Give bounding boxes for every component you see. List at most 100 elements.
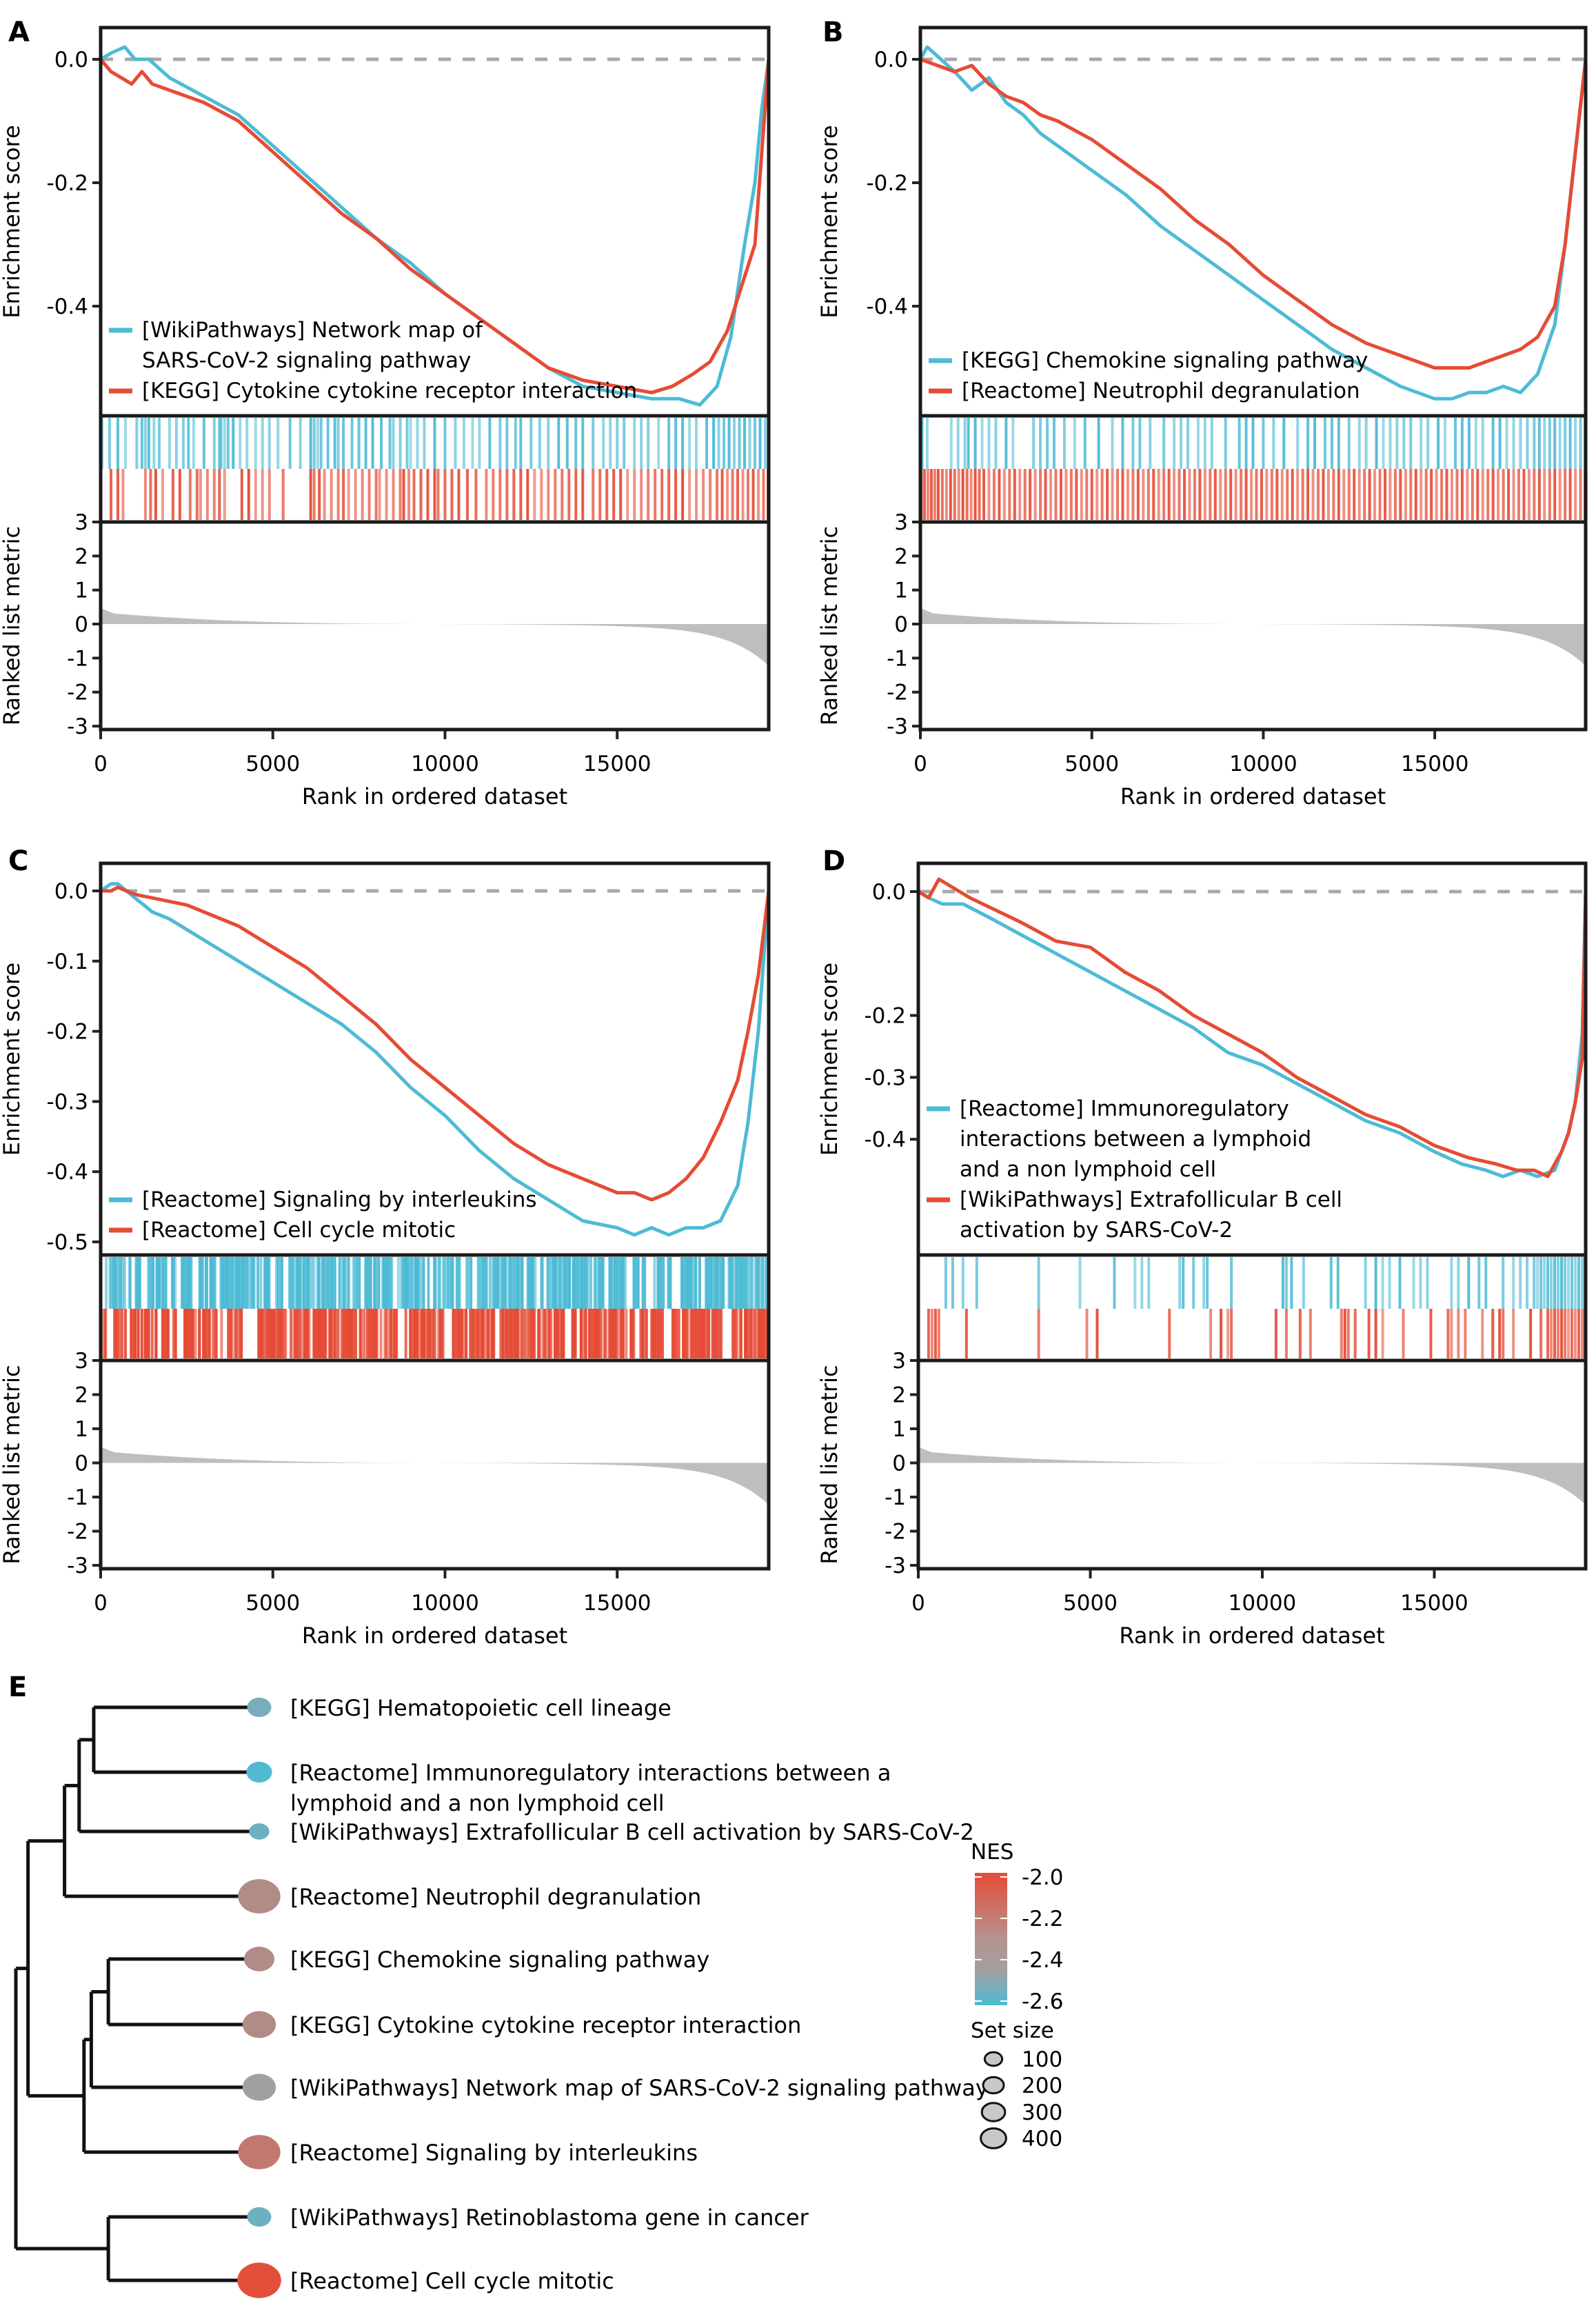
es-ytick-label: -0.2	[865, 1004, 907, 1029]
ranked-metric-area	[920, 607, 1586, 666]
metric-ytick-label: 0	[892, 1452, 906, 1476]
es-ytick-label: 0.0	[54, 48, 88, 72]
leaf-label: lymphoid and a non lymphoid cell	[290, 1790, 665, 1816]
size-legend-circle	[980, 2102, 1007, 2122]
xtick-label: 5000	[1063, 1591, 1118, 1616]
metric-ytick-label: -1	[67, 646, 88, 671]
metric-ytick-label: 1	[894, 579, 908, 603]
xtick-label: 5000	[1064, 752, 1119, 776]
nes-tick-label: -2.6	[1022, 1989, 1064, 2014]
size-legend-label: 200	[1022, 2073, 1062, 2098]
leaf-node-dot	[242, 2073, 276, 2101]
ranked-metric-area	[918, 1447, 1586, 1505]
leaf-label: [KEGG] Hematopoietic cell lineage	[290, 1695, 671, 1721]
metric-ytick-label: 0	[894, 612, 908, 637]
leaf-label: [Reactome] Neutrophil degranulation	[290, 1884, 701, 1910]
x-axis-title: Rank in ordered dataset	[302, 1623, 567, 1649]
leaf-label: [Reactome] Cell cycle mitotic	[290, 2268, 614, 2294]
metric-axis-title: Ranked list metric	[0, 526, 25, 725]
legend-entry: interactions between a lymphoid	[960, 1127, 1311, 1152]
es-ytick-label: 0.0	[872, 880, 906, 905]
metric-ytick-label: 3	[892, 1349, 906, 1374]
es-ytick-label: -0.4	[865, 1127, 907, 1152]
size-legend-title: Set size	[971, 2018, 1054, 2043]
x-axis-title: Rank in ordered dataset	[1119, 1623, 1384, 1649]
leaf-node-dot	[242, 2011, 276, 2038]
es-ytick-label: 0.0	[54, 879, 88, 904]
leaf-node-dot	[243, 1947, 275, 1971]
leaf-label: [Reactome] Signaling by interleukins	[290, 2140, 698, 2166]
metric-ytick-label: 2	[74, 544, 88, 569]
panel-label-e: E	[8, 1671, 27, 1703]
leaf-label: [Reactome] Immunoregulatory interactions…	[290, 1760, 891, 1786]
es-axis-title: Enrichment score	[0, 963, 25, 1156]
metric-axis-title: Ranked list metric	[816, 1365, 842, 1564]
metric-ytick-label: -3	[67, 1554, 88, 1578]
xtick-label: 0	[913, 752, 927, 776]
legend-entry: activation by SARS-CoV-2	[960, 1218, 1233, 1243]
xtick-label: 15000	[583, 1591, 651, 1616]
metric-ytick-label: 0	[74, 1452, 88, 1476]
metric-ytick-label: -3	[885, 1554, 906, 1578]
es-ytick-label: -0.4	[47, 1160, 89, 1185]
xtick-label: 0	[911, 1591, 925, 1616]
es-axis-title: Enrichment score	[816, 125, 842, 318]
gsea-panel-d: [Reactome] Immunoregulatory interactions …	[816, 861, 1588, 1649]
ranked-metric-area	[101, 607, 769, 666]
metric-ytick-label: -2	[67, 681, 88, 705]
metric-ytick-label: -2	[887, 681, 908, 705]
metric-ytick-label: 0	[74, 612, 88, 637]
size-legend-circle	[980, 2127, 1007, 2149]
leaf-label: [WikiPathways] Network map of SARS-CoV-2…	[290, 2075, 989, 2101]
metric-axis-title: Ranked list metric	[816, 526, 842, 725]
size-legend-label: 100	[1022, 2047, 1062, 2072]
nes-tick-label: -2.2	[1022, 1907, 1064, 1931]
leaf-label: [KEGG] Chemokine signaling pathway	[290, 1947, 709, 1973]
gsea-panel-b: [KEGG] Chemokine signaling pathway [React…	[816, 26, 1588, 810]
metric-plot-frame	[99, 1358, 771, 1571]
es-curve-blue	[918, 45, 1588, 401]
xtick-label: 15000	[1400, 1591, 1468, 1616]
ranked-metric-area	[101, 1447, 769, 1505]
legend-entry: [Reactome] Immunoregulatory	[960, 1096, 1289, 1121]
es-curve-red	[101, 885, 771, 1202]
es-ytick-label: -0.4	[47, 294, 89, 319]
leaf-node-dot	[249, 1823, 270, 1840]
xtick-label: 10000	[411, 1591, 479, 1616]
legend-entry: [Reactome] Neutrophil degranulation	[962, 379, 1360, 403]
x-axis-title: Rank in ordered dataset	[302, 783, 567, 810]
metric-ytick-label: -2	[885, 1520, 906, 1545]
leaf-node-dot	[246, 1761, 272, 1783]
leaf-label: [WikiPathways] Extrafollicular B cell ac…	[290, 1819, 974, 1845]
leaf-node-dot	[247, 1697, 272, 1718]
legend-entry: and a non lymphoid cell	[960, 1157, 1216, 1182]
leaf-node-dot	[238, 1879, 281, 1914]
es-ytick-label: -0.2	[867, 171, 909, 196]
metric-ytick-label: 2	[894, 544, 908, 569]
es-curve-red	[920, 57, 1588, 370]
es-ytick-label: -0.3	[865, 1065, 907, 1090]
legend-entry: [Reactome] Signaling by interleukins	[142, 1187, 537, 1212]
x-axis-title: Rank in ordered dataset	[1120, 783, 1386, 810]
panel-label-d: D	[822, 845, 845, 877]
legend-entry: [KEGG] Chemokine signaling pathway	[962, 348, 1368, 373]
metric-ytick-label: -3	[887, 714, 908, 739]
metric-ytick-label: -2	[67, 1520, 88, 1545]
metric-ytick-label: 2	[74, 1383, 88, 1408]
es-ytick-label: -0.1	[47, 950, 89, 974]
size-legend-circle	[982, 2076, 1005, 2095]
legend-entry: [KEGG] Cytokine cytokine receptor intera…	[142, 379, 637, 403]
es-ytick-label: -0.5	[47, 1230, 89, 1255]
xtick-label: 5000	[245, 752, 300, 776]
panel-label-b: B	[822, 17, 844, 48]
panel-label-c: C	[8, 845, 28, 877]
metric-ytick-label: -3	[67, 714, 88, 739]
nes-tick-label: -2.4	[1022, 1948, 1064, 1973]
gsea-panel-c: [Reactome] Signaling by interleukins [Rea…	[0, 861, 771, 1649]
size-legend-label: 300	[1022, 2100, 1062, 2125]
size-legend-circle	[983, 2051, 1004, 2067]
gsea-panel-a: [WikiPathways] Network map of SARS-CoV-2 …	[0, 26, 771, 810]
xtick-label: 10000	[411, 752, 479, 776]
metric-ytick-label: 1	[74, 1417, 88, 1442]
